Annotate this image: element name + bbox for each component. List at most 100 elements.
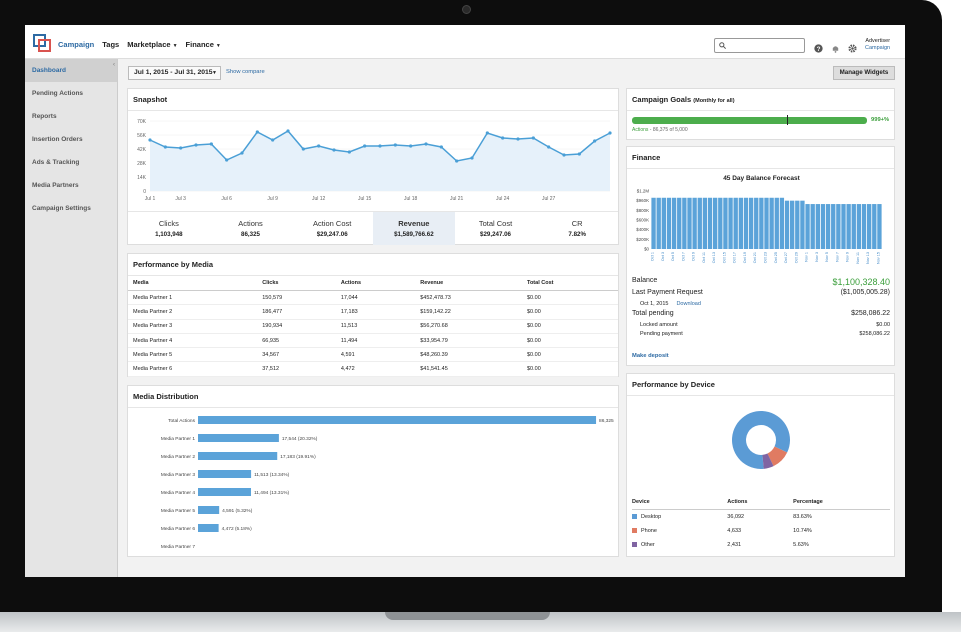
bar <box>795 200 800 249</box>
metric-total-cost[interactable]: Total Cost $29,247.06 <box>455 212 537 245</box>
device-donut-chart <box>732 410 791 469</box>
sidebar-item-ads-tracking[interactable]: Ads & Tracking <box>32 159 80 166</box>
show-compare-link[interactable]: Show compare <box>226 69 265 75</box>
bar <box>702 197 708 249</box>
y-tick-label: 0 <box>143 189 146 195</box>
metric-clicks[interactable]: Clicks 1,103,948 <box>128 212 210 245</box>
column-header[interactable]: Revenue <box>415 276 522 291</box>
media-distribution-panel: Media Distribution Total Actions 86,325 Me… <box>127 385 619 557</box>
app-screen: Campaign Tags Marketplace ▼ Finance ▼ ? <box>25 25 905 577</box>
bar <box>692 197 697 249</box>
app-logo-icon[interactable] <box>33 34 51 52</box>
search-icon <box>719 42 726 49</box>
table-cell: 83.63% <box>793 513 812 520</box>
y-tick-label: 70K <box>137 119 147 125</box>
nav-item-finance[interactable]: Finance ▼ <box>186 40 221 49</box>
x-tick-label: Jul 9 <box>267 196 278 202</box>
bar <box>846 204 851 249</box>
x-tick-label: Jul 1 <box>145 196 156 202</box>
bar <box>769 197 774 249</box>
data-point <box>209 142 213 146</box>
metric-revenue[interactable]: Revenue $1,589,766.62 <box>373 212 455 245</box>
bar <box>651 197 656 249</box>
bar <box>836 204 841 249</box>
help-icon[interactable]: ? <box>814 40 823 53</box>
bar <box>718 197 723 249</box>
bar <box>779 197 785 249</box>
category-label: Media Partner 1 <box>161 436 195 442</box>
table-cell: 5.63% <box>793 542 809 549</box>
x-tick-label: Jul 12 <box>312 196 326 202</box>
metric-label: Total Cost <box>478 219 513 228</box>
table-cell: $48,260.39 <box>415 347 522 363</box>
bar <box>790 200 795 249</box>
notification-bell-icon[interactable] <box>831 40 840 53</box>
nav-item-campaign[interactable]: Campaign <box>58 40 94 49</box>
category-label: Media Partner 5 <box>161 508 195 514</box>
data-point <box>455 159 459 163</box>
metric-actions[interactable]: Actions 86,325 <box>210 212 292 245</box>
x-tick-label: Oct 1 <box>651 252 655 261</box>
finance-row-value: $258,086.22 <box>851 310 890 317</box>
nav-item-tags[interactable]: Tags <box>102 40 119 49</box>
download-link[interactable]: Download <box>676 301 701 307</box>
metric-label: Clicks <box>158 219 179 228</box>
bar <box>877 204 882 249</box>
metric-value: 86,325 <box>241 231 260 238</box>
table-cell: 4,472 <box>335 361 416 377</box>
finance-row-value: ($1,005,005.28) <box>840 289 890 296</box>
sidebar-item-reports[interactable]: Reports <box>32 113 57 120</box>
table-row: Media Partner 3 190,934 11,513 $56,270.68 $0… <box>128 319 618 334</box>
data-point <box>301 147 305 151</box>
manage-widgets-button[interactable]: Manage Widgets <box>833 66 895 80</box>
column-header[interactable]: Clicks <box>257 276 336 291</box>
table-cell: 34,567 <box>257 347 336 363</box>
finance-row-label: Locked amount <box>640 322 678 328</box>
snapshot-title: Snapshot <box>128 89 618 111</box>
bar <box>198 416 597 424</box>
performance-by-device-table: Device Actions Percentage Desktop 36,092 83.… <box>632 495 890 553</box>
column-header[interactable]: Total Cost <box>522 276 618 291</box>
y-tick-label: $0 <box>644 247 649 252</box>
data-point <box>286 129 290 133</box>
device-name: Desktop <box>641 513 662 520</box>
chevron-down-icon: ▼ <box>172 43 178 49</box>
sidebar-collapse-icon[interactable]: ‹ <box>113 62 115 68</box>
account-menu[interactable]: Advertiser Campaign <box>865 38 890 52</box>
date-range-picker[interactable]: Jul 1, 2015 - Jul 31, 2015 ▼ <box>128 66 221 80</box>
table-cell: Other <box>632 538 727 553</box>
sidebar-item-media-partners[interactable]: Media Partners <box>32 182 79 189</box>
column-header[interactable]: Device <box>632 495 728 510</box>
column-header[interactable]: Actions <box>727 495 794 510</box>
chevron-down-icon: ▼ <box>215 43 221 49</box>
column-header[interactable]: Media <box>128 276 258 291</box>
column-header[interactable]: Actions <box>335 276 416 291</box>
make-deposit-link[interactable]: Make deposit <box>632 353 669 359</box>
campaign-goals-title: Campaign Goals (Monthly for all) <box>627 89 894 111</box>
nav-item-marketplace[interactable]: Marketplace ▼ <box>127 40 177 49</box>
sidebar-item-insertion-orders[interactable]: Insertion Orders <box>32 136 83 143</box>
settings-gear-icon[interactable] <box>848 40 857 53</box>
area-fill <box>150 131 610 191</box>
sidebar-item-pending-actions[interactable]: Pending Actions <box>32 90 84 97</box>
metric-action-cost[interactable]: Action Cost $29,247.06 <box>291 212 373 245</box>
search-input[interactable] <box>714 38 805 53</box>
performance-by-media-table: Media Clicks Actions Revenue Total Cost Medi… <box>128 276 618 377</box>
x-tick-label: Jul 18 <box>404 196 418 202</box>
y-tick-label: $1.2M <box>637 189 650 194</box>
metric-cr[interactable]: CR 7.82% <box>536 212 618 245</box>
table-cell: $0.00 <box>522 290 618 306</box>
table-cell: Media Partner 1 <box>128 290 258 306</box>
data-point <box>255 130 259 134</box>
sidebar-item-dashboard[interactable]: Dashboard <box>25 59 117 82</box>
goal-actions-sep: - <box>649 127 653 133</box>
bar <box>764 197 769 249</box>
column-header[interactable]: Percentage <box>793 495 890 510</box>
forecast-chart-title: 45 Day Balance Forecast <box>723 175 800 182</box>
sidebar: Dashboard Pending Actions Reports Insertion… <box>25 59 118 577</box>
table-cell: 4,633 <box>727 527 742 534</box>
sidebar-item-campaign-settings[interactable]: Campaign Settings <box>32 205 91 212</box>
x-tick-label: Jul 21 <box>450 196 464 202</box>
data-point <box>225 158 229 162</box>
table-cell: Media Partner 5 <box>128 347 258 363</box>
